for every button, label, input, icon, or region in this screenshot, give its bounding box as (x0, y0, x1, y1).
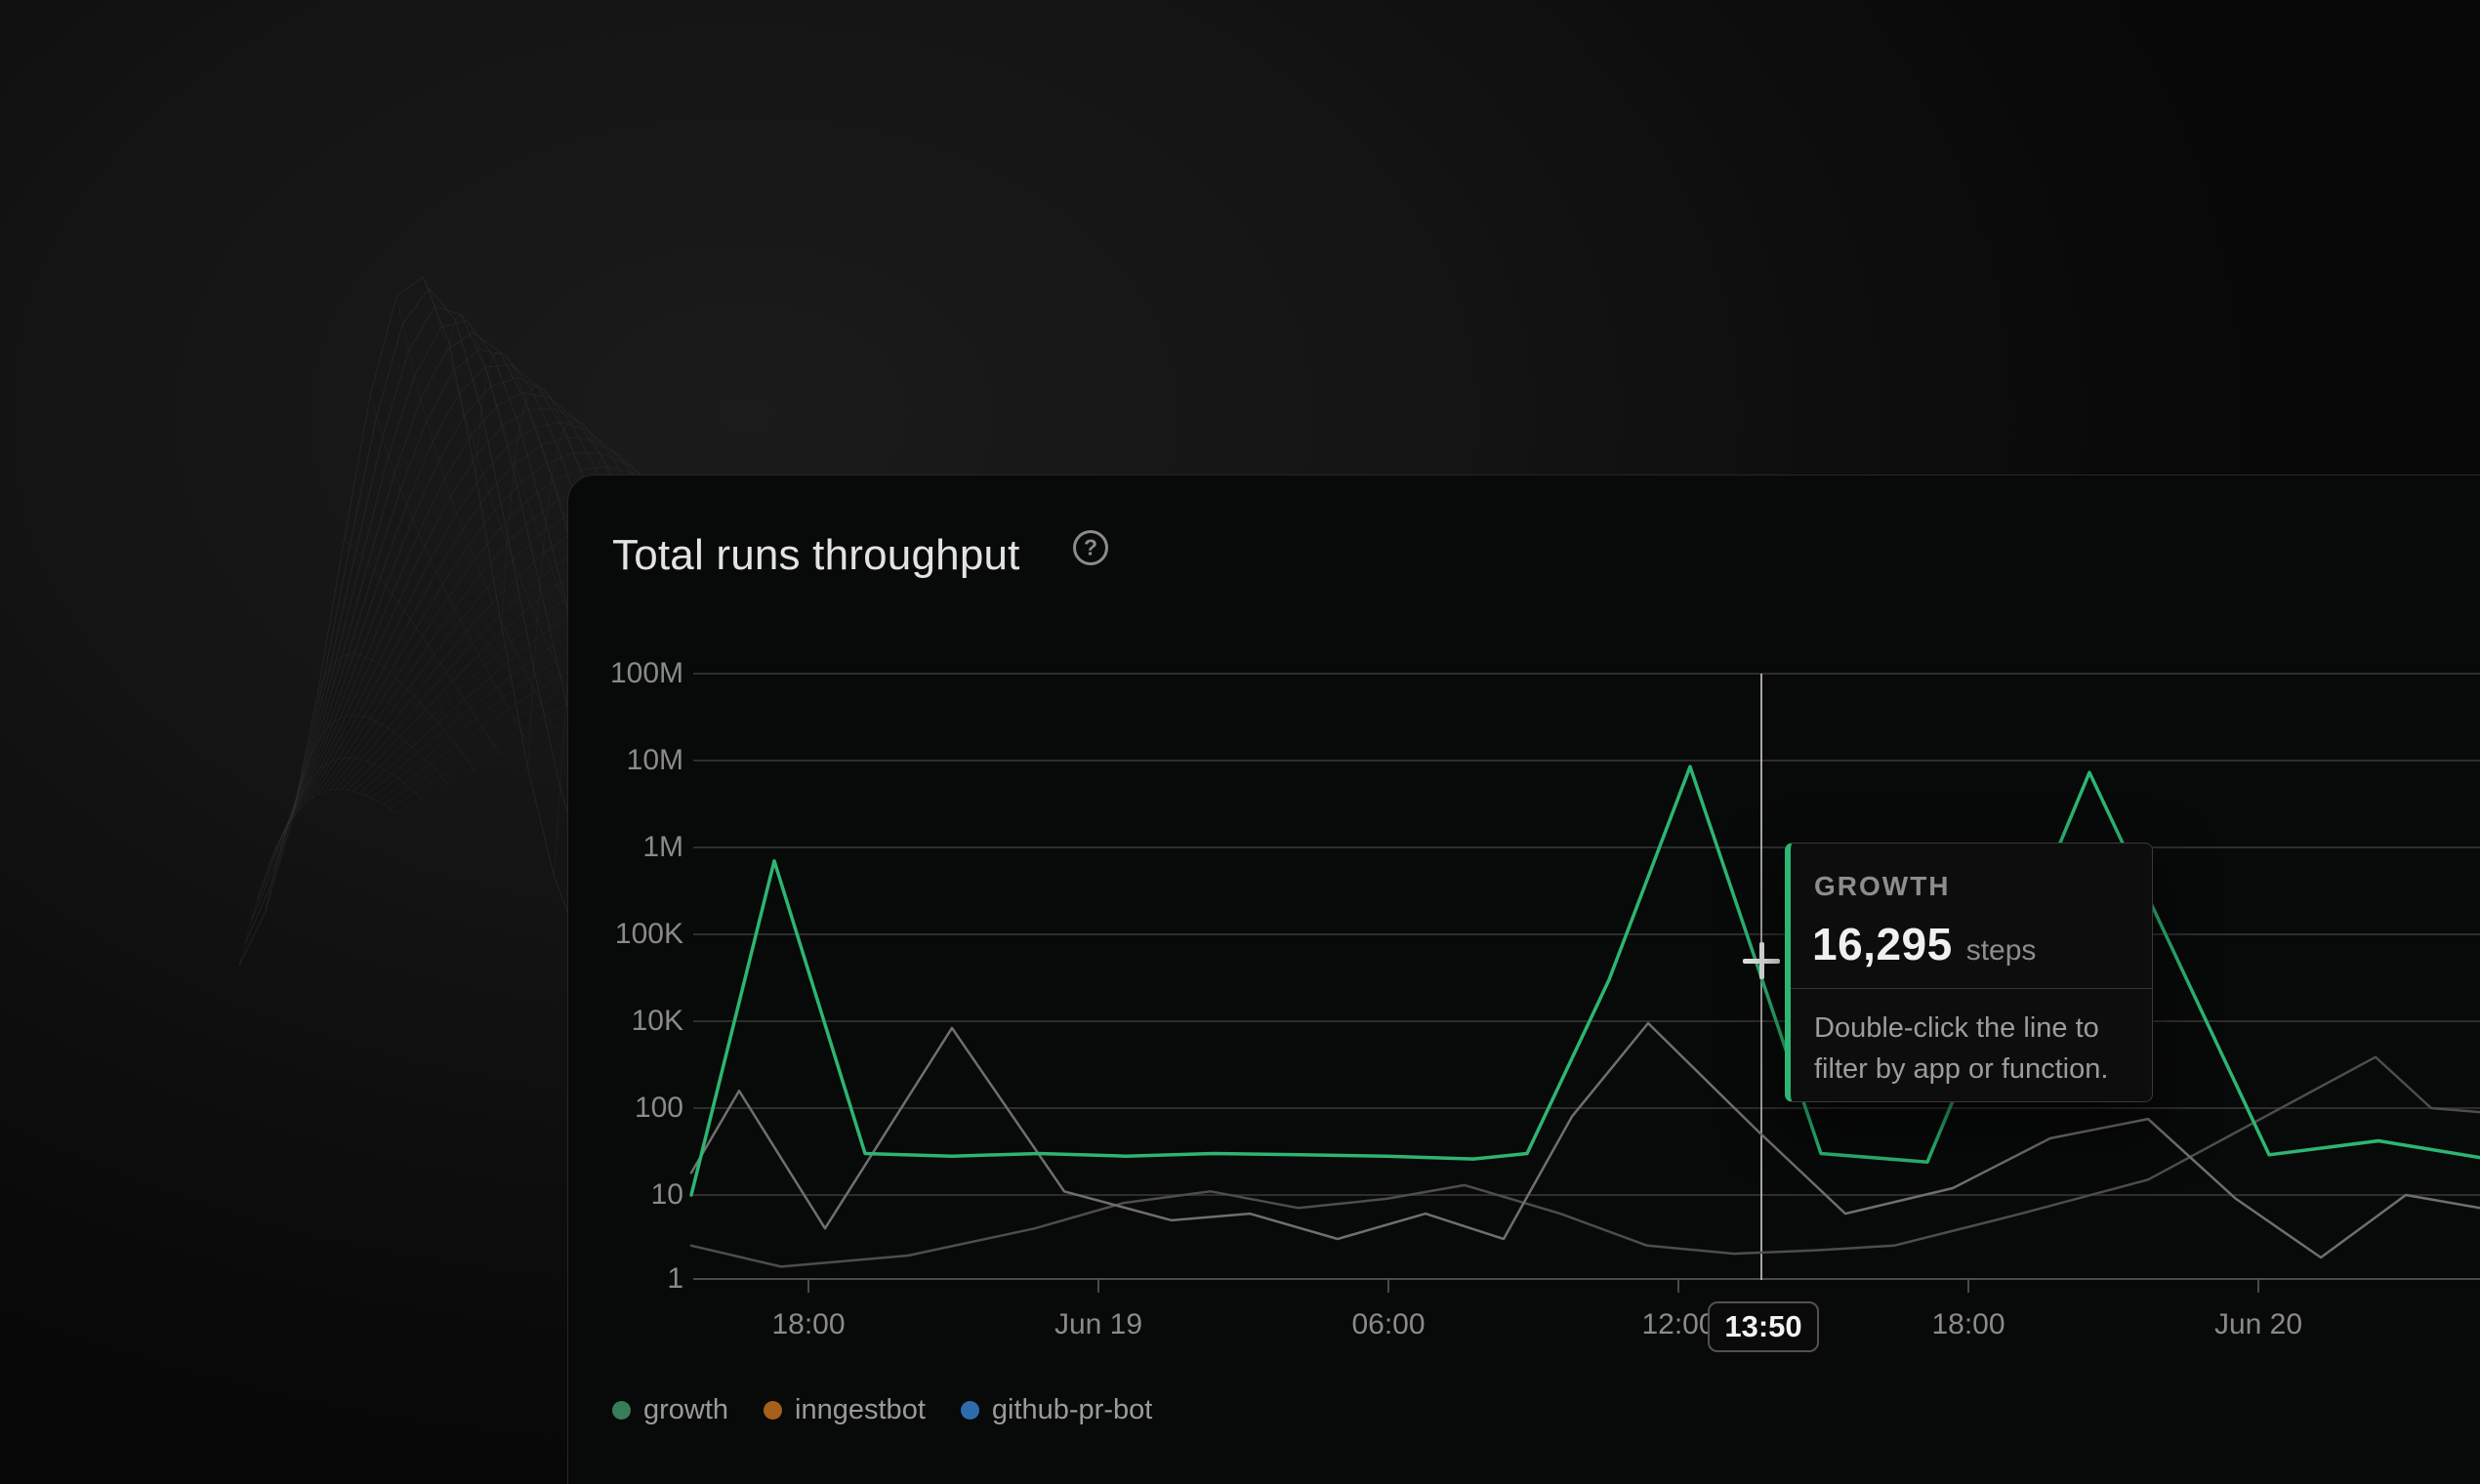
tooltip-unit: steps (1965, 934, 2037, 967)
mesh-line (265, 757, 423, 912)
legend-label: inngestbot (795, 1394, 926, 1425)
chart-tooltip: GROWTH 16,295 steps Double-click the lin… (1785, 843, 2153, 1102)
x-tick-label: 18:00 (1931, 1308, 2005, 1340)
legend-label: github-pr-bot (991, 1394, 1153, 1425)
x-tick-label: Jun 19 (1054, 1308, 1143, 1340)
mesh-line (369, 393, 527, 742)
tooltip-hint: Double-click the line to filter by app o… (1814, 1012, 2109, 1085)
y-tick-label: 1 (667, 1262, 683, 1295)
legend-item-github-pr-bot[interactable]: github-pr-bot (960, 1394, 1153, 1426)
chart-title: Total runs throughput (612, 531, 1020, 579)
x-tick-label: Jun 20 (2213, 1308, 2303, 1340)
legend-dot-icon (764, 1401, 783, 1420)
y-tick-label: 100K (614, 918, 683, 950)
y-tick-label: 10 (650, 1178, 683, 1211)
mesh-line (395, 296, 554, 728)
legend-label: growth (643, 1394, 729, 1425)
y-tick-label: 10M (626, 744, 683, 776)
legend-dot-icon (960, 1401, 979, 1420)
svg-text:?: ? (1084, 535, 1097, 560)
chart-legend: growth inngestbot github-pr-bot (612, 1394, 1152, 1426)
mesh-line (344, 539, 501, 756)
x-tick-label: 06:00 (1351, 1308, 1426, 1340)
x-tick-label: 12:00 (1641, 1308, 1715, 1340)
series-line-growth[interactable] (689, 764, 2480, 1197)
tooltip-value: 16,295 (1812, 919, 1953, 969)
y-tick-label: 100M (609, 657, 683, 689)
series-line-github-pr-bot[interactable] (689, 1055, 2480, 1268)
series-line-inngestbot[interactable] (689, 1021, 2480, 1259)
tooltip-series-name: GROWTH (1814, 871, 1951, 901)
legend-item-growth[interactable]: growth (612, 1394, 728, 1426)
mesh-line (422, 276, 580, 715)
legend-dot-icon (612, 1401, 631, 1420)
x-tick-label: 18:00 (771, 1308, 846, 1340)
total-runs-throughput-card (567, 474, 2480, 1484)
legend-item-inngestbot[interactable]: inngestbot (764, 1394, 926, 1426)
help-icon[interactable]: ? (1071, 528, 1110, 567)
mesh-line (317, 653, 475, 770)
y-tick-label: 100 (634, 1092, 683, 1124)
y-tick-label: 10K (631, 1005, 683, 1037)
y-tick-label: 1M (642, 831, 683, 863)
mesh-line (238, 789, 396, 967)
crosshair-time-badge: 13:50 (1708, 1301, 1819, 1352)
tooltip-divider (1791, 988, 2152, 989)
mesh-line (291, 715, 449, 821)
